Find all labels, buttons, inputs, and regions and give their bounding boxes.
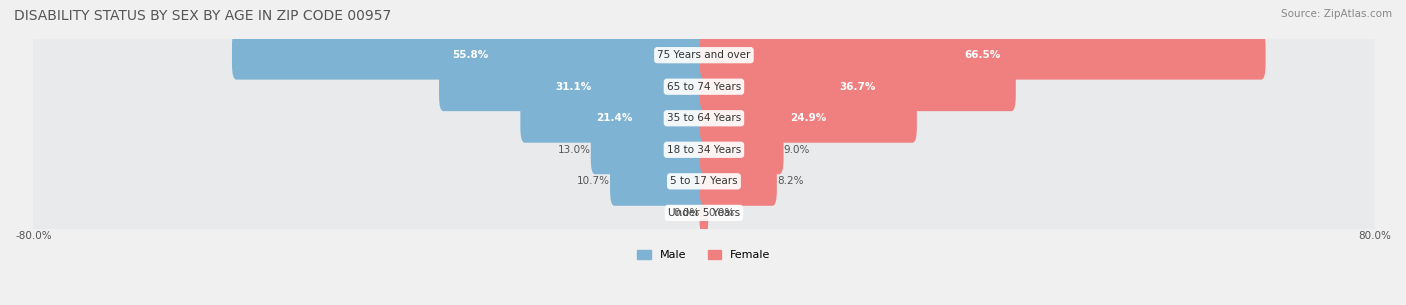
Text: 0.0%: 0.0% — [673, 208, 700, 218]
FancyBboxPatch shape — [34, 39, 1375, 71]
Text: 35 to 64 Years: 35 to 64 Years — [666, 113, 741, 123]
FancyBboxPatch shape — [700, 94, 917, 143]
FancyBboxPatch shape — [34, 71, 1375, 103]
Text: 5 to 17 Years: 5 to 17 Years — [671, 176, 738, 186]
Text: 18 to 34 Years: 18 to 34 Years — [666, 145, 741, 155]
Text: 31.1%: 31.1% — [555, 82, 592, 92]
Text: Under 5 Years: Under 5 Years — [668, 208, 740, 218]
FancyBboxPatch shape — [700, 157, 778, 206]
Text: 65 to 74 Years: 65 to 74 Years — [666, 82, 741, 92]
FancyBboxPatch shape — [700, 62, 1015, 111]
FancyBboxPatch shape — [520, 94, 709, 143]
FancyBboxPatch shape — [439, 62, 709, 111]
FancyBboxPatch shape — [591, 125, 709, 174]
FancyBboxPatch shape — [700, 31, 1265, 80]
FancyBboxPatch shape — [34, 197, 1375, 229]
Text: 66.5%: 66.5% — [965, 50, 1001, 60]
Legend: Male, Female: Male, Female — [633, 246, 775, 265]
FancyBboxPatch shape — [700, 188, 709, 237]
Text: 24.9%: 24.9% — [790, 113, 827, 123]
Text: 36.7%: 36.7% — [839, 82, 876, 92]
Text: 75 Years and over: 75 Years and over — [657, 50, 751, 60]
FancyBboxPatch shape — [34, 134, 1375, 166]
FancyBboxPatch shape — [700, 188, 709, 237]
Text: 21.4%: 21.4% — [596, 113, 633, 123]
Text: 55.8%: 55.8% — [451, 50, 488, 60]
Text: 0.0%: 0.0% — [709, 208, 734, 218]
FancyBboxPatch shape — [34, 102, 1375, 134]
Text: 9.0%: 9.0% — [783, 145, 810, 155]
FancyBboxPatch shape — [232, 31, 709, 80]
Text: DISABILITY STATUS BY SEX BY AGE IN ZIP CODE 00957: DISABILITY STATUS BY SEX BY AGE IN ZIP C… — [14, 9, 391, 23]
FancyBboxPatch shape — [610, 157, 709, 206]
Text: 8.2%: 8.2% — [778, 176, 803, 186]
Text: Source: ZipAtlas.com: Source: ZipAtlas.com — [1281, 9, 1392, 19]
FancyBboxPatch shape — [34, 165, 1375, 197]
Text: 10.7%: 10.7% — [576, 176, 610, 186]
FancyBboxPatch shape — [700, 125, 783, 174]
Text: 13.0%: 13.0% — [558, 145, 591, 155]
